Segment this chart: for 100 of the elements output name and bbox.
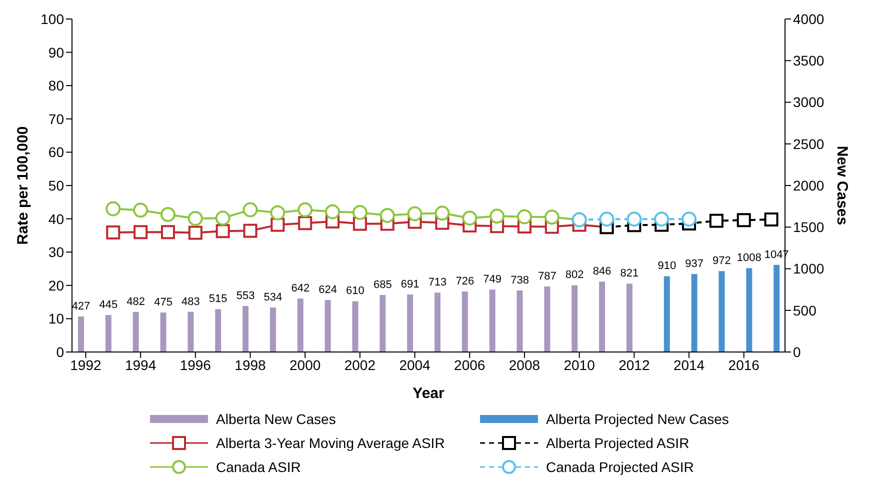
point (188, 226, 202, 240)
bar (324, 300, 331, 352)
data-label: 482 (126, 296, 146, 308)
bar (718, 271, 725, 352)
legend-label: Alberta 3-Year Moving Average ASIR (216, 435, 445, 451)
point (736, 213, 751, 228)
bar (380, 294, 386, 352)
point (270, 218, 285, 232)
point (709, 214, 724, 228)
y2-tick-label: 3000 (793, 94, 824, 110)
bar (489, 290, 496, 352)
point (516, 209, 532, 224)
y2-tick-label: 2500 (793, 136, 824, 152)
data-label: 1008 (736, 252, 762, 264)
data-label: 787 (538, 270, 556, 282)
bar (78, 316, 84, 352)
point (352, 204, 368, 220)
bar (434, 292, 440, 352)
bar (516, 290, 523, 352)
data-label: 483 (182, 296, 200, 308)
x-tick-label: 1992 (70, 356, 102, 373)
y-axis-title: Rate per 100,000 (14, 126, 32, 245)
data-label: 802 (565, 269, 584, 282)
y-tick-label: 80 (48, 78, 64, 94)
data-label: 691 (400, 278, 420, 290)
x-tick-label: 2004 (399, 356, 431, 373)
x-tick-label: 2010 (564, 356, 596, 373)
point (243, 224, 258, 238)
data-label: 515 (208, 293, 228, 306)
y2-tick-label: 3500 (793, 52, 824, 69)
data-label: 821 (620, 268, 639, 280)
bar (691, 274, 698, 352)
point (325, 204, 340, 220)
y-tick-label: 60 (48, 144, 64, 160)
x-tick-label: 2006 (454, 356, 486, 373)
bar (132, 312, 139, 352)
point (216, 224, 230, 238)
bar (626, 284, 632, 352)
bar (105, 314, 112, 352)
data-label: 642 (291, 282, 310, 295)
point (134, 225, 148, 240)
x-tick-label: 2014 (673, 356, 705, 373)
bar (599, 282, 606, 352)
bar (297, 298, 304, 352)
y2-tick-label: 1000 (793, 260, 824, 277)
point (215, 210, 230, 226)
point (462, 210, 478, 226)
bar (746, 268, 752, 352)
point (160, 206, 176, 222)
y2-tick-label: 2000 (793, 177, 824, 194)
data-label: 726 (456, 276, 474, 288)
y-tick-label: 100 (40, 10, 64, 27)
y2-axis-title: New Cases (834, 146, 851, 226)
data-label: 685 (373, 278, 392, 291)
data-label: 749 (483, 274, 502, 286)
legend-label: Canada Projected ASIR (546, 459, 694, 475)
y2-tick-label: 500 (793, 302, 817, 318)
y-tick-label: 10 (48, 310, 64, 327)
point (490, 208, 505, 224)
point (434, 206, 450, 221)
legend-label: Alberta Projected ASIR (546, 435, 690, 451)
bar (407, 294, 414, 352)
bar (215, 309, 222, 352)
y2-tick-label: 0 (793, 344, 801, 360)
bar (188, 312, 194, 352)
x-tick-label: 2012 (618, 356, 650, 373)
point (407, 206, 422, 222)
x-axis-title: Year (412, 385, 445, 402)
data-label: 610 (346, 285, 364, 298)
y2-tick-label: 1500 (793, 219, 824, 236)
legend-label: Alberta Projected New Cases (546, 411, 729, 427)
data-label: 427 (72, 300, 90, 312)
data-label: 475 (154, 296, 172, 308)
x-tick-label: 2000 (290, 356, 321, 373)
point (133, 202, 148, 218)
point (380, 208, 395, 223)
data-label: 624 (318, 284, 337, 296)
x-tick-label: 1994 (124, 356, 156, 373)
bar (462, 292, 468, 352)
point (188, 210, 203, 226)
y-tick-label: 0 (56, 344, 64, 360)
data-label: 445 (99, 298, 118, 311)
data-label: 713 (428, 276, 447, 289)
bar (774, 264, 780, 352)
point (298, 202, 313, 218)
x-tick-label: 2016 (728, 356, 760, 373)
data-label: 972 (712, 255, 731, 268)
bar (544, 286, 550, 352)
x-tick-label: 2002 (344, 356, 376, 373)
bar (242, 306, 249, 352)
y-tick-label: 50 (48, 177, 64, 194)
data-label: 937 (685, 258, 704, 270)
point (106, 201, 121, 216)
bar (270, 308, 276, 352)
bar (352, 301, 358, 352)
y-tick-label: 90 (48, 44, 64, 60)
point (160, 225, 175, 240)
point (544, 210, 560, 225)
bar (664, 276, 670, 352)
point (654, 212, 670, 227)
